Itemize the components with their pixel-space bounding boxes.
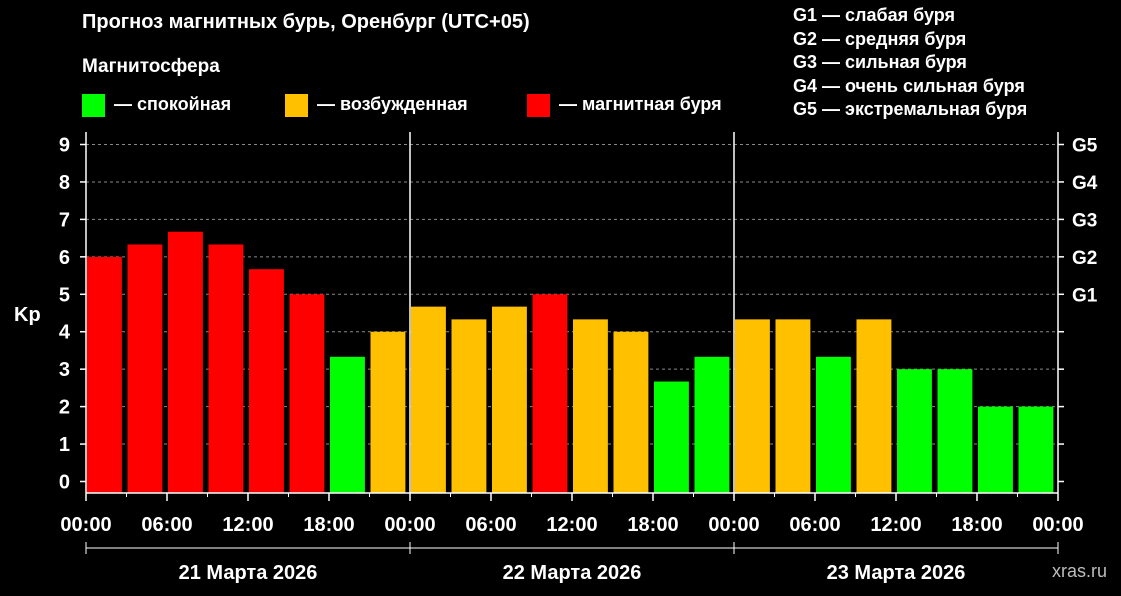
g-scale-label: G4: [1072, 173, 1098, 194]
watermark: xras.ru: [1051, 561, 1107, 581]
g-legend-item-g5: G5 — экстремальная буря: [793, 99, 1028, 119]
g-legend-item-g3: G3 — сильная буря: [793, 52, 967, 72]
x-tick-label: 12:00: [222, 514, 273, 536]
kp-bar: [978, 406, 1013, 493]
kp-bar: [87, 256, 122, 493]
kp-bar: [775, 319, 811, 493]
kp-bar: [168, 231, 203, 494]
kp-bar: [735, 319, 770, 493]
kp-bar: [249, 269, 284, 493]
x-tick-label: 06:00: [789, 514, 840, 536]
kp-bar: [208, 244, 244, 493]
legend-swatch-active: [285, 94, 308, 117]
x-tick-label: 18:00: [303, 514, 354, 536]
x-tick-label: 00:00: [708, 514, 759, 536]
kp-bar: [127, 244, 163, 493]
kp-bar: [816, 356, 851, 493]
x-tick-label: 18:00: [627, 514, 678, 536]
y-tick-label: 7: [59, 209, 70, 231]
kp-bar: [492, 306, 527, 493]
y-tick-label: 4: [59, 322, 71, 344]
legend-label-storm: — магнитная буря: [559, 94, 722, 114]
chart-title: Прогноз магнитных бурь, Оренбург (UTC+05…: [82, 11, 530, 33]
day-label: 21 Марта 2026: [179, 562, 318, 584]
kp-bar: [411, 306, 446, 493]
x-tick-label: 18:00: [951, 514, 1002, 536]
kp-bar: [897, 369, 932, 493]
kp-bar: [573, 319, 608, 493]
g-scale-label: G3: [1072, 210, 1097, 231]
y-tick-label: 2: [59, 397, 70, 419]
y-tick-label: 9: [59, 135, 70, 157]
y-tick-label: 6: [59, 247, 70, 269]
y-axis-label: Kp: [14, 304, 41, 326]
x-tick-label: 06:00: [141, 514, 192, 536]
legend-label-active: — возбужденная: [317, 94, 468, 114]
g-scale-label: G1: [1072, 285, 1098, 306]
kp-bar: [694, 356, 730, 493]
kp-bar: [937, 369, 973, 493]
day-label: 23 Марта 2026: [827, 562, 966, 584]
day-label: 22 Марта 2026: [503, 562, 642, 584]
kp-bar: [451, 319, 487, 493]
y-tick-label: 8: [59, 172, 70, 194]
g-scale-label: G5: [1072, 136, 1098, 157]
kp-bar: [1018, 406, 1054, 493]
x-tick-label: 12:00: [870, 514, 921, 536]
legend-swatch-storm: [527, 94, 550, 117]
legend-swatch-quiet: [82, 94, 105, 117]
kp-bar: [654, 381, 689, 493]
legend-title: Магнитосфера: [82, 56, 220, 77]
kp-bar: [289, 294, 325, 493]
y-tick-label: 1: [59, 434, 70, 456]
g-legend-item-g1: G1 — слабая буря: [793, 5, 956, 25]
y-tick-label: 5: [59, 284, 70, 306]
x-tick-label: 00:00: [1032, 514, 1083, 536]
x-tick-label: 12:00: [546, 514, 597, 536]
kp-bar: [856, 319, 892, 493]
g-legend-item-g4: G4 — очень сильная буря: [793, 76, 1025, 96]
x-tick-label: 00:00: [60, 514, 111, 536]
y-tick-label: 3: [59, 359, 70, 381]
kp-bar: [370, 331, 406, 493]
legend-label-quiet: — спокойная: [114, 94, 232, 114]
kp-bar: [613, 331, 649, 493]
kp-bar: [532, 294, 568, 493]
x-tick-label: 06:00: [465, 514, 516, 536]
x-tick-label: 00:00: [384, 514, 435, 536]
g-scale-label: G2: [1072, 248, 1097, 269]
g-legend-item-g2: G2 — средняя буря: [793, 29, 967, 49]
y-tick-label: 0: [59, 472, 70, 494]
kp-bar: [330, 356, 365, 493]
